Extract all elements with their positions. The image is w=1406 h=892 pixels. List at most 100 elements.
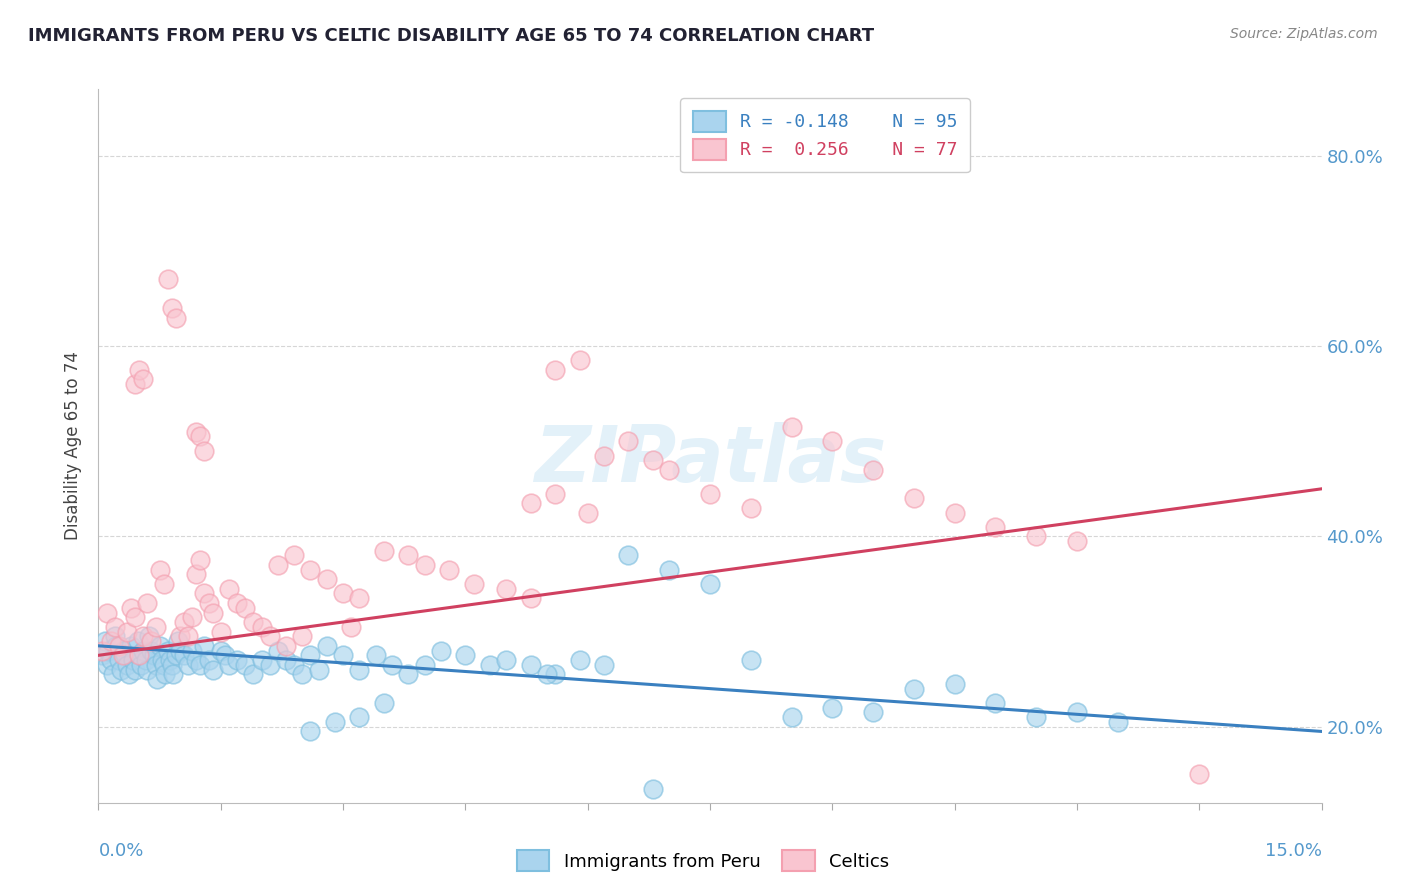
Point xyxy=(128,648,150,663)
Point xyxy=(299,648,322,663)
Point xyxy=(274,639,297,653)
Point xyxy=(242,615,264,629)
Point xyxy=(291,667,314,681)
Point xyxy=(169,643,191,657)
Point xyxy=(437,563,460,577)
Point xyxy=(308,663,330,677)
Point xyxy=(373,543,395,558)
Point xyxy=(155,667,177,681)
Point xyxy=(121,653,143,667)
Point xyxy=(167,634,190,648)
Point xyxy=(149,563,172,577)
Point xyxy=(291,629,314,643)
Point xyxy=(186,567,208,582)
Point xyxy=(903,491,925,506)
Point xyxy=(193,639,215,653)
Point xyxy=(91,643,114,657)
Text: IMMIGRANTS FROM PERU VS CELTIC DISABILITY AGE 65 TO 74 CORRELATION CHART: IMMIGRANTS FROM PERU VS CELTIC DISABILIT… xyxy=(28,27,875,45)
Point xyxy=(120,639,142,653)
Point xyxy=(104,620,127,634)
Point xyxy=(544,667,567,681)
Point xyxy=(568,653,591,667)
Point xyxy=(156,272,179,286)
Point xyxy=(299,563,322,577)
Text: Source: ZipAtlas.com: Source: ZipAtlas.com xyxy=(1230,27,1378,41)
Point xyxy=(1025,710,1047,724)
Point xyxy=(267,643,290,657)
Point xyxy=(100,653,122,667)
Point xyxy=(332,586,354,600)
Point xyxy=(186,653,208,667)
Point xyxy=(91,648,114,663)
Point xyxy=(658,563,681,577)
Point xyxy=(299,724,322,739)
Point xyxy=(1066,706,1088,720)
Point xyxy=(780,710,803,724)
Point xyxy=(111,648,134,663)
Point xyxy=(108,653,131,667)
Point xyxy=(181,610,204,624)
Point xyxy=(250,620,273,634)
Point xyxy=(132,372,155,386)
Point xyxy=(214,648,236,663)
Point xyxy=(984,520,1007,534)
Point xyxy=(201,606,224,620)
Point xyxy=(188,429,212,443)
Legend: Immigrants from Peru, Celtics: Immigrants from Peru, Celtics xyxy=(509,843,897,879)
Point xyxy=(104,629,127,643)
Point xyxy=(862,463,884,477)
Point xyxy=(593,449,616,463)
Point xyxy=(381,657,404,672)
Point xyxy=(519,496,541,510)
Point xyxy=(349,710,371,724)
Point xyxy=(128,363,150,377)
Point xyxy=(146,672,169,686)
Point xyxy=(349,591,371,606)
Y-axis label: Disability Age 65 to 74: Disability Age 65 to 74 xyxy=(65,351,83,541)
Point xyxy=(132,643,155,657)
Point xyxy=(149,639,172,653)
Point xyxy=(96,606,118,620)
Point xyxy=(132,629,155,643)
Point xyxy=(156,643,179,657)
Point xyxy=(165,310,187,325)
Point xyxy=(160,657,183,672)
Point xyxy=(115,657,138,672)
Point xyxy=(135,653,157,667)
Point xyxy=(96,657,118,672)
Point xyxy=(340,620,363,634)
Point xyxy=(150,653,173,667)
Point xyxy=(173,615,195,629)
Point xyxy=(478,657,501,672)
Point xyxy=(209,643,232,657)
Point xyxy=(259,629,281,643)
Point xyxy=(544,486,567,500)
Point xyxy=(1025,529,1047,543)
Point xyxy=(495,582,517,596)
Point xyxy=(862,706,884,720)
Point xyxy=(100,634,122,648)
Point xyxy=(152,657,174,672)
Point xyxy=(181,643,204,657)
Point xyxy=(201,663,224,677)
Point xyxy=(349,663,371,677)
Point xyxy=(454,648,477,663)
Point xyxy=(177,657,200,672)
Point xyxy=(218,582,240,596)
Point xyxy=(780,420,803,434)
Point xyxy=(274,653,297,667)
Point xyxy=(160,301,183,315)
Point xyxy=(233,600,256,615)
Point xyxy=(259,657,281,672)
Point xyxy=(984,696,1007,710)
Point xyxy=(186,425,208,439)
Point xyxy=(576,506,599,520)
Point xyxy=(165,648,187,663)
Point xyxy=(396,667,419,681)
Legend: R = -0.148    N = 95, R =  0.256    N = 77: R = -0.148 N = 95, R = 0.256 N = 77 xyxy=(681,98,970,172)
Point xyxy=(152,577,174,591)
Point xyxy=(1107,714,1129,729)
Point xyxy=(396,549,419,563)
Point xyxy=(120,600,142,615)
Point xyxy=(740,500,762,515)
